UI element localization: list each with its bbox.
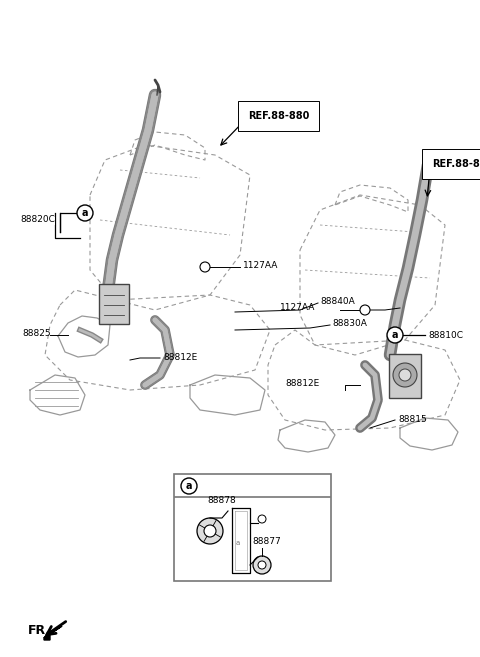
- FancyBboxPatch shape: [99, 284, 129, 324]
- Text: 88840A: 88840A: [320, 298, 355, 307]
- Text: a: a: [186, 481, 192, 491]
- Circle shape: [399, 369, 411, 381]
- Circle shape: [204, 525, 216, 537]
- Circle shape: [181, 478, 197, 494]
- FancyBboxPatch shape: [174, 474, 331, 581]
- Text: 88878: 88878: [207, 496, 236, 505]
- Polygon shape: [44, 626, 62, 640]
- Text: a: a: [82, 208, 88, 218]
- Circle shape: [77, 205, 93, 221]
- Text: REF.88-880: REF.88-880: [248, 111, 310, 121]
- Circle shape: [360, 305, 370, 315]
- Circle shape: [197, 518, 223, 544]
- Circle shape: [258, 561, 266, 569]
- Text: 88815: 88815: [398, 415, 427, 424]
- Text: REF.88-880: REF.88-880: [432, 159, 480, 169]
- Circle shape: [253, 556, 271, 574]
- Text: 88812E: 88812E: [285, 380, 319, 388]
- Circle shape: [200, 262, 210, 272]
- Text: FR.: FR.: [28, 623, 51, 637]
- FancyBboxPatch shape: [389, 354, 421, 398]
- Circle shape: [258, 515, 266, 523]
- Circle shape: [393, 363, 417, 387]
- Text: a: a: [392, 330, 398, 340]
- Text: 88877: 88877: [252, 537, 281, 545]
- Text: 1127AA: 1127AA: [280, 304, 315, 313]
- Text: a: a: [236, 540, 240, 546]
- Text: 88820C: 88820C: [20, 215, 55, 225]
- Circle shape: [387, 327, 403, 343]
- Text: 88830A: 88830A: [332, 319, 367, 328]
- Text: 88812E: 88812E: [163, 353, 197, 361]
- Text: 88825: 88825: [22, 330, 50, 338]
- Text: 88810C: 88810C: [428, 330, 463, 340]
- Text: 1127AA: 1127AA: [243, 261, 278, 271]
